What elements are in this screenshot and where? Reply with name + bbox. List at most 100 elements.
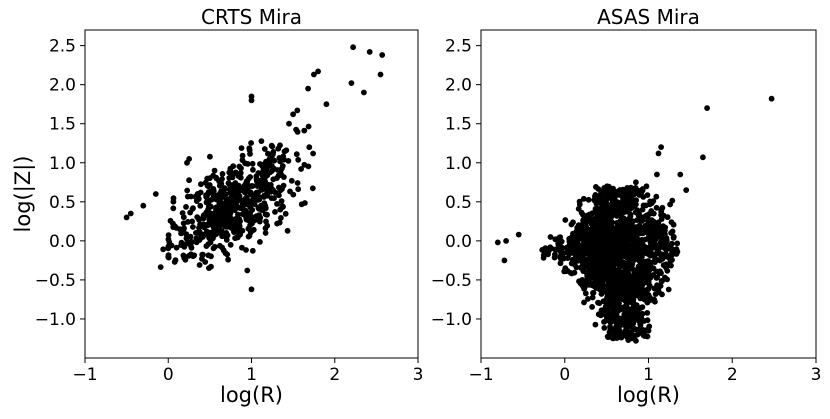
data-point <box>629 192 636 198</box>
data-point <box>227 241 234 248</box>
x-tick-label: 0 <box>163 365 174 385</box>
data-point <box>366 49 373 55</box>
data-point <box>348 80 355 86</box>
data-point <box>613 313 620 320</box>
data-point <box>284 227 291 234</box>
data-point <box>651 296 657 303</box>
data-point <box>603 197 610 204</box>
data-point <box>180 252 187 259</box>
data-point <box>185 253 192 259</box>
data-point <box>569 234 575 240</box>
data-point <box>207 153 213 160</box>
data-point <box>245 225 252 232</box>
data-point <box>239 227 246 234</box>
data-point <box>211 167 218 174</box>
data-point <box>641 330 647 337</box>
data-point <box>203 210 210 217</box>
data-point <box>563 268 569 275</box>
data-point <box>249 160 256 167</box>
data-point <box>653 193 660 200</box>
data-point <box>604 333 611 340</box>
data-point <box>272 209 278 215</box>
data-point <box>214 212 221 219</box>
data-point <box>243 216 250 223</box>
y-tick-label: −0.5 <box>431 271 472 291</box>
data-point <box>233 225 240 232</box>
panel-0: −1 0 1 2 3 −1.0 −0.5 0.0 0.5 1.0 1.5 2.0 2.5 CRTS Mir… <box>11 5 423 407</box>
data-point <box>633 179 639 186</box>
data-point <box>624 185 631 191</box>
data-point <box>634 331 641 338</box>
data-point <box>643 296 650 303</box>
data-point <box>501 257 508 264</box>
x-axis-label: log(R) <box>617 383 680 407</box>
data-point <box>646 222 653 229</box>
data-point <box>261 192 268 199</box>
data-point <box>621 249 628 255</box>
data-point <box>183 231 190 238</box>
data-point <box>230 171 236 177</box>
data-point <box>620 228 627 235</box>
data-point <box>627 273 634 280</box>
y-tick-label: 2.0 <box>49 76 76 96</box>
data-point <box>193 230 199 236</box>
y-tick-label: 1.0 <box>49 154 76 174</box>
data-point <box>668 230 674 236</box>
data-point <box>589 304 595 310</box>
data-point <box>244 209 250 216</box>
data-point <box>609 309 616 315</box>
data-point <box>220 189 227 196</box>
data-point <box>630 318 636 325</box>
chart-title: ASAS Mira <box>597 5 700 29</box>
data-point <box>248 97 255 104</box>
data-point <box>586 214 592 220</box>
data-point <box>552 251 558 258</box>
data-point <box>607 273 613 280</box>
data-point <box>664 246 670 253</box>
data-point <box>595 311 602 318</box>
data-point <box>239 244 245 251</box>
data-point <box>562 217 569 223</box>
data-point <box>627 309 634 316</box>
data-point <box>629 265 636 272</box>
data-point <box>632 272 639 279</box>
data-point <box>584 228 591 235</box>
data-point <box>590 290 596 296</box>
data-point <box>200 215 207 222</box>
data-point <box>677 171 684 178</box>
data-point <box>657 283 664 289</box>
data-point <box>165 252 172 258</box>
data-point <box>255 197 261 203</box>
data-point <box>598 194 605 201</box>
data-point <box>140 202 147 209</box>
data-point <box>254 192 260 199</box>
data-point <box>235 195 242 202</box>
data-point <box>227 186 234 193</box>
data-point <box>178 239 185 246</box>
data-point <box>179 210 186 216</box>
data-point <box>576 201 583 208</box>
data-point <box>248 286 255 293</box>
data-point <box>608 194 615 201</box>
data-point <box>631 234 638 241</box>
data-point <box>168 242 175 249</box>
data-point <box>239 157 246 164</box>
data-point <box>634 309 641 316</box>
data-point <box>278 215 284 221</box>
data-point <box>282 210 289 217</box>
data-point <box>667 201 673 208</box>
data-point <box>235 233 241 240</box>
data-point <box>242 182 249 189</box>
data-point <box>602 189 609 196</box>
data-point <box>196 262 203 268</box>
data-point <box>674 248 681 255</box>
data-point <box>257 239 263 245</box>
data-point <box>190 205 196 212</box>
data-point <box>598 228 605 235</box>
data-point <box>653 275 660 281</box>
data-point <box>606 298 613 305</box>
data-point <box>216 182 223 189</box>
y-tick-label: 2.5 <box>445 37 472 57</box>
y-tick-label: 2.5 <box>49 37 76 57</box>
data-point <box>237 170 244 176</box>
